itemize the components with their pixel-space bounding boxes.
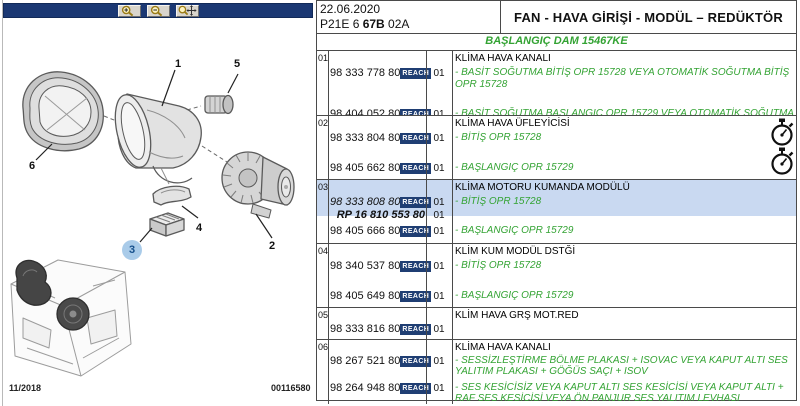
quantity: 01 [433, 291, 445, 302]
table-header: 22.06.2020 P21E 6 67B 02A FAN - HAVA GİR… [317, 1, 796, 34]
applicability-banner: BAŞLANGIÇ DAM 15467KE [317, 34, 796, 51]
part-group-title: KLİM HAVA GRŞ MOT.RED [455, 310, 579, 321]
callout-4[interactable]: 4 [196, 222, 203, 234]
part-group-title: KLİMA HAVA KANALI [455, 53, 551, 64]
page-reference: P21E 6 67B 02A [320, 17, 410, 31]
panel-left-border [2, 0, 3, 406]
part-number-link[interactable]: 98 333 808 80 [330, 196, 401, 208]
part-group-title: KLİMA MOTORU KUMANDA MODÜLÜ [455, 182, 630, 193]
quantity: 01 [433, 383, 445, 394]
part-description: - BASİT SOĞUTMA BİTİŞ OPR 15728 VEYA OTO… [455, 67, 790, 90]
callout-6[interactable]: 6 [29, 160, 36, 172]
fitting-time-icon [769, 147, 794, 179]
part-description: - BAŞLANGIÇ OPR 15729 [455, 162, 574, 173]
part-description: - BAŞLANGIÇ OPR 15729 [455, 225, 574, 236]
part-number-link[interactable]: 98 404 052 80 [330, 108, 401, 116]
reach-badge[interactable]: REACH [400, 68, 432, 79]
part-number-link[interactable]: 98 405 649 80 [330, 290, 401, 302]
part-description: - BAŞLANGIÇ OPR 15729 [455, 290, 574, 301]
zoom-out-icon [149, 5, 168, 16]
fitting-time-icon [769, 118, 794, 151]
item-number: 01 [318, 53, 329, 63]
table-row-03-selected: 03 KLİMA MOTORU KUMANDA MODÜLÜ 98 333 80… [317, 180, 796, 244]
reach-badge[interactable]: REACH [400, 291, 432, 302]
figure-date-code: 11/2018 [9, 383, 42, 393]
item-number: 06 [318, 342, 329, 352]
zoom-pan-icon [177, 5, 197, 16]
selection-highlight [317, 180, 796, 216]
quantity: 01 [433, 197, 445, 208]
part-group-title: KLİM KUM MODÜL DSTĞİ [455, 246, 576, 257]
part-number-link[interactable]: 98 333 816 80 [330, 323, 401, 335]
quantity: 01 [433, 324, 445, 335]
part-number-link[interactable]: 98 333 804 80 [330, 132, 401, 144]
zoom-pan-button[interactable] [175, 4, 199, 17]
part-description: - BİTİŞ OPR 15728 [455, 196, 542, 207]
quantity: 01 [433, 68, 445, 79]
zoom-out-button[interactable] [146, 4, 170, 17]
reach-badge[interactable]: REACH [400, 133, 432, 144]
page-title: FAN - HAVA GİRİŞİ - MODÜL – REDÜKTÖR [514, 9, 783, 25]
item-number: 04 [318, 246, 329, 256]
item-number: 02 [318, 118, 329, 128]
reach-badge[interactable]: REACH [400, 261, 432, 272]
item-number: 05 [318, 310, 329, 320]
figure-number: 00116580 [271, 383, 311, 393]
table-row-02: 02 KLİMA HAVA ÜFLEYİCİSİ 98 333 804 80 RE… [317, 116, 796, 180]
reach-badge[interactable]: REACH [400, 226, 432, 237]
part-number-link[interactable]: 98 267 521 80 [330, 355, 401, 367]
part-number-link[interactable]: 98 405 666 80 [330, 225, 401, 237]
diagram-toolbar [3, 3, 313, 18]
quantity: 01 [433, 210, 445, 221]
part-number-link[interactable]: 98 333 778 80 [330, 67, 401, 79]
part-number-link[interactable]: 98 264 948 80 [330, 382, 401, 394]
document-date: 22.06.2020 [320, 2, 381, 16]
part-description: - BASİT SOĞUTMA BAŞLANGIÇ OPR 15729 VEYA… [455, 108, 794, 116]
quantity: 01 [433, 226, 445, 237]
quantity: 01 [433, 356, 445, 367]
part-number-link[interactable]: 98 340 537 80 [330, 260, 401, 272]
reach-badge[interactable]: REACH [400, 356, 432, 367]
item-number: 03 [318, 182, 329, 192]
part-description: - SESSİZLEŞTİRME BÖLME PLAKASI + ISOVAC … [455, 355, 788, 377]
part-group-title: KLİMA HAVA ÜFLEYİCİSİ [455, 118, 570, 129]
reach-badge[interactable]: REACH [400, 383, 432, 394]
table-row-04: 04 KLİM KUM MODÜL DSTĞİ 98 340 537 80 REA… [317, 244, 796, 308]
document-reference: 22.06.2020 P21E 6 67B 02A [317, 1, 501, 33]
part-description: - BİTİŞ OPR 15728 [455, 132, 542, 143]
part-description [452, 323, 796, 324]
reach-badge[interactable]: REACH [400, 163, 432, 174]
callout-1[interactable]: 1 [175, 58, 182, 70]
diagram-panel: 1 2 3 4 5 6 11/2018 00116580 [0, 0, 316, 406]
table-row-06: 06 KLİMA HAVA KANALI 98 267 521 80 REACH … [317, 340, 796, 404]
callout-3-selected[interactable]: 3 [122, 240, 142, 260]
zoom-in-icon [120, 5, 139, 16]
reach-badge[interactable]: REACH [400, 197, 432, 208]
callout-5[interactable]: 5 [234, 58, 241, 70]
part-number-link[interactable]: 98 405 662 80 [330, 162, 401, 174]
part-description: - BİTİŞ OPR 15728 [455, 260, 542, 271]
zoom-in-button[interactable] [117, 4, 141, 17]
exploded-view-diagram [10, 69, 295, 377]
reach-badge[interactable]: REACH [400, 324, 432, 335]
quantity: 01 [433, 109, 445, 116]
quantity: 01 [433, 133, 445, 144]
replacement-part-number[interactable]: RP 16 810 553 80 [336, 209, 425, 221]
quantity: 01 [433, 261, 445, 272]
part-group-title: KLİMA HAVA KANALI [455, 342, 551, 353]
quantity: 01 [433, 163, 445, 174]
callout-2[interactable]: 2 [269, 240, 276, 252]
parts-table-panel: 22.06.2020 P21E 6 67B 02A FAN - HAVA GİR… [316, 0, 797, 404]
part-description: - SES KESİCİSİZ VEYA KAPUT ALTI SES KESİ… [455, 382, 784, 404]
table-row-05: 05 KLİM HAVA GRŞ MOT.RED 98 333 816 80 RE… [317, 308, 796, 340]
table-row-01: 01 KLİMA HAVA KANALI 98 333 778 80 REACH … [317, 51, 796, 116]
reach-badge[interactable]: REACH [400, 109, 432, 115]
